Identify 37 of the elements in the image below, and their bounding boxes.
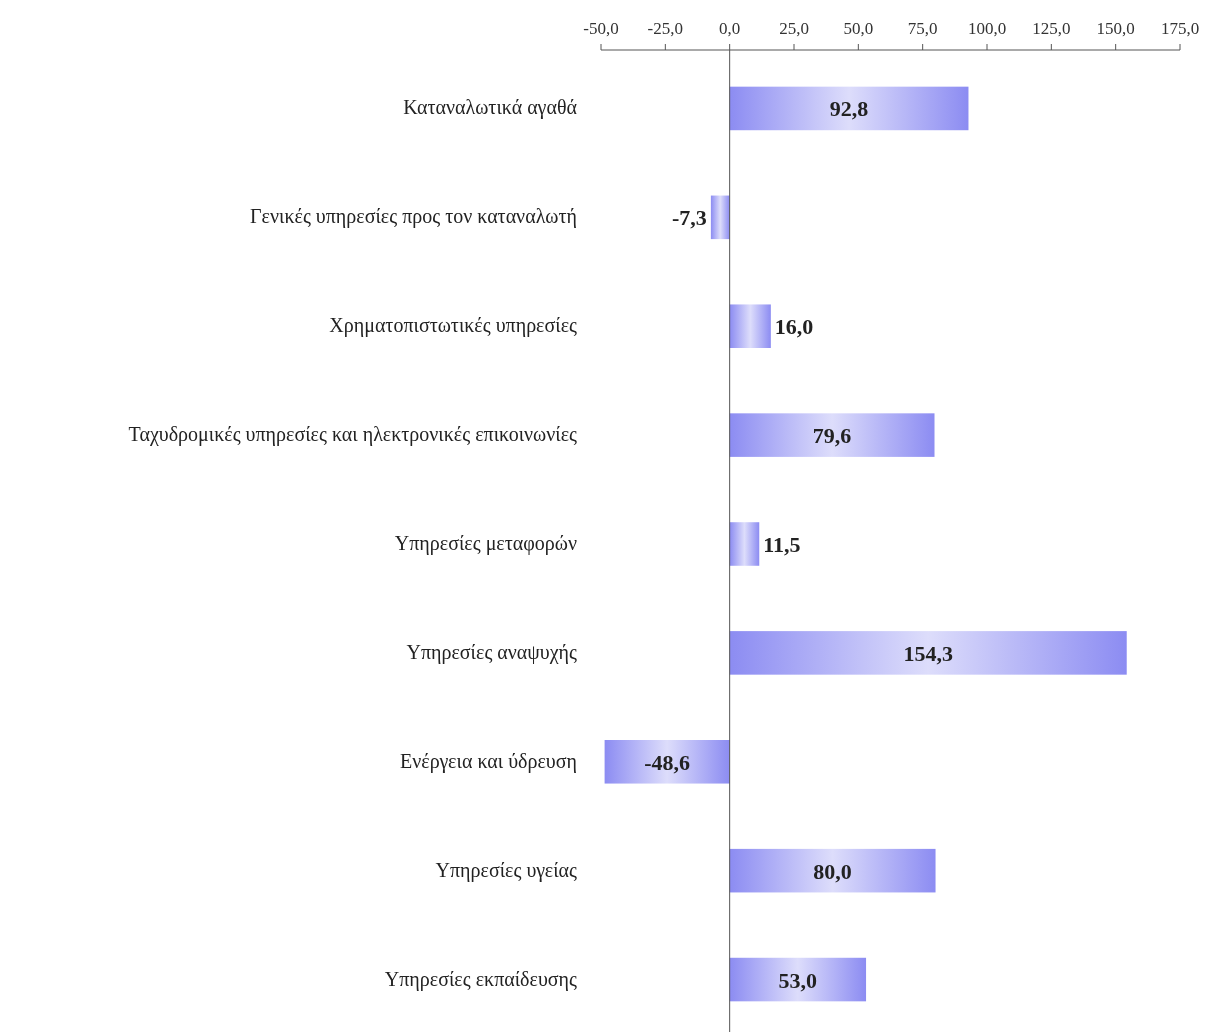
data-label: -48,6	[644, 749, 691, 775]
bar	[729, 522, 760, 566]
x-tick-label: 25,0	[779, 19, 809, 38]
y-tick-label: Χρηματοπιστωτικές υπηρεσίες	[329, 314, 578, 338]
data-label: 154,3	[903, 640, 953, 666]
x-tick-label: 50,0	[843, 19, 874, 38]
y-tick-label: Γενικές υπηρεσίες προς τον καταναλωτή	[250, 205, 577, 229]
data-label: 79,6	[812, 423, 852, 449]
bar	[604, 740, 730, 784]
data-label: -7,3	[672, 205, 707, 231]
data-label: 16,0	[774, 314, 814, 340]
y-tick-label: Ταχυδρομικές υπηρεσίες και ηλεκτρονικές επικοινωνίες	[128, 423, 578, 447]
y-tick-label: Υπηρεσίες υγείας	[435, 858, 578, 882]
x-tick-label: 100,0	[967, 19, 1007, 38]
bar	[729, 848, 936, 893]
y-tick-label: Υπηρεσίες μεταφορών	[394, 532, 577, 555]
x-tick-label: 75,0	[907, 19, 938, 38]
data-label: 80,0	[813, 858, 852, 884]
y-tick-label: Καταναλωτικά αγαθά	[403, 96, 578, 120]
data-label: 92,8	[829, 96, 869, 122]
bar	[729, 413, 935, 457]
x-tick-label: 125,0	[1032, 19, 1071, 38]
data-label: 11,5	[763, 532, 801, 557]
bar	[729, 304, 771, 348]
data-label: 53,0	[778, 967, 818, 993]
y-tick-label: Υπηρεσίες εκπαίδευσης	[384, 967, 578, 991]
x-tick-label: 175,0	[1160, 19, 1200, 38]
x-tick-label: 150,0	[1096, 19, 1135, 38]
x-tick-label: -25,0	[647, 19, 684, 38]
bar	[729, 86, 969, 131]
bar	[729, 957, 867, 1002]
bar	[710, 195, 730, 240]
x-tick-label: 0,0	[719, 19, 741, 38]
y-tick-label: Ενέργεια και ύδρευση	[399, 749, 577, 773]
y-tick-label: Υπηρεσίες αναψυχής	[406, 640, 578, 664]
bar	[729, 631, 1127, 675]
x-tick-label: -50,0	[583, 19, 619, 38]
